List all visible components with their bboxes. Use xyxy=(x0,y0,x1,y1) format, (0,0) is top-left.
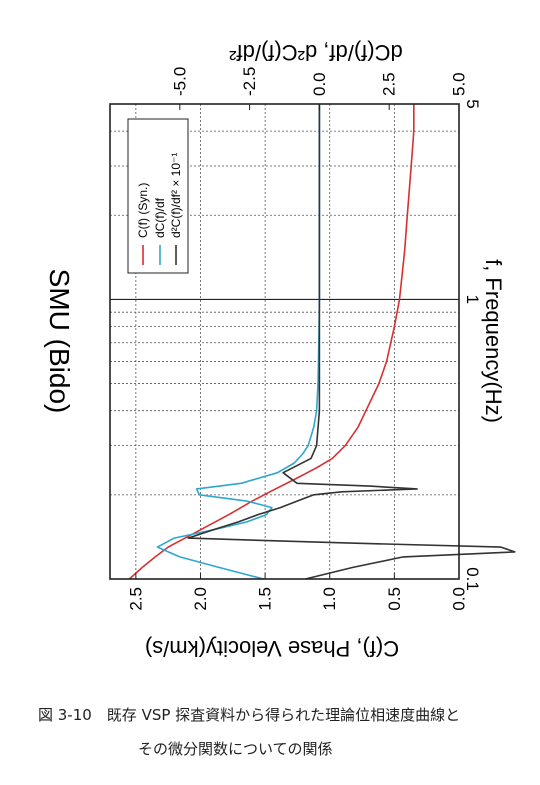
series-lines xyxy=(128,104,516,580)
x-axis-tick-label: 5 xyxy=(463,99,482,108)
legend: C(f) (Syn.) dC(f)/df d²C(f)/df² × 10⁻¹ xyxy=(127,118,189,274)
legend-box xyxy=(127,118,189,274)
plot-frame xyxy=(109,103,460,580)
legend-label: C(f) (Syn.) xyxy=(136,183,150,238)
series-line xyxy=(187,104,516,580)
left-axis-tick-label: 0.0 xyxy=(450,587,469,611)
right-axis-tick-label: -5.0 xyxy=(170,67,189,96)
left-axis-tick-label: 0.5 xyxy=(385,587,404,611)
x-axis-tick-label: 1 xyxy=(463,295,482,304)
figure-caption-line-1: 図 3-10 既存 VSP 探査資料から得られた理論位相速度曲線と xyxy=(38,706,461,724)
left-axis-tick-label: 1.5 xyxy=(256,587,275,611)
left-axis-tick-label: 2.0 xyxy=(191,587,210,611)
left-y-axis-label: C(f), Phase Velocity(km/s) xyxy=(145,636,399,661)
x-axis-label: f, Frequency(Hz) xyxy=(481,259,506,423)
right-axis-tick-label: -2.5 xyxy=(240,67,259,96)
left-axis-tick-label: 1.0 xyxy=(320,587,339,611)
x-axis-tick-label: 0.1 xyxy=(463,567,482,591)
right-y-axis-label: dC(f)/df, d²C(f)/df² xyxy=(229,40,403,65)
grid xyxy=(110,104,459,579)
right-axis-tick-label: 2.5 xyxy=(380,72,399,96)
right-axis-tick-label: 0.0 xyxy=(310,72,329,96)
right-axis-tick-label: 5.0 xyxy=(450,72,469,96)
axis-ticks: 0.0 0.5 1.0 1.5 2.0 2.5 -5.0 -2.5 0.0 2.5 5.0 0.1 1 5 xyxy=(126,67,482,611)
series-line xyxy=(156,104,321,580)
figure-caption-line-2: その微分関数についての関係 xyxy=(138,740,333,758)
left-axis-tick-label: 2.5 xyxy=(126,587,145,611)
legend-label: d²C(f)/df² × 10⁻¹ xyxy=(169,153,183,238)
legend-label: dC(f)/df xyxy=(153,197,167,238)
chart: 0.0 0.5 1.0 1.5 2.0 2.5 -5.0 -2.5 0.0 2.5 5.0 0.1 1 5… xyxy=(44,40,516,661)
chart-title: SMU (Bido) xyxy=(44,269,75,414)
